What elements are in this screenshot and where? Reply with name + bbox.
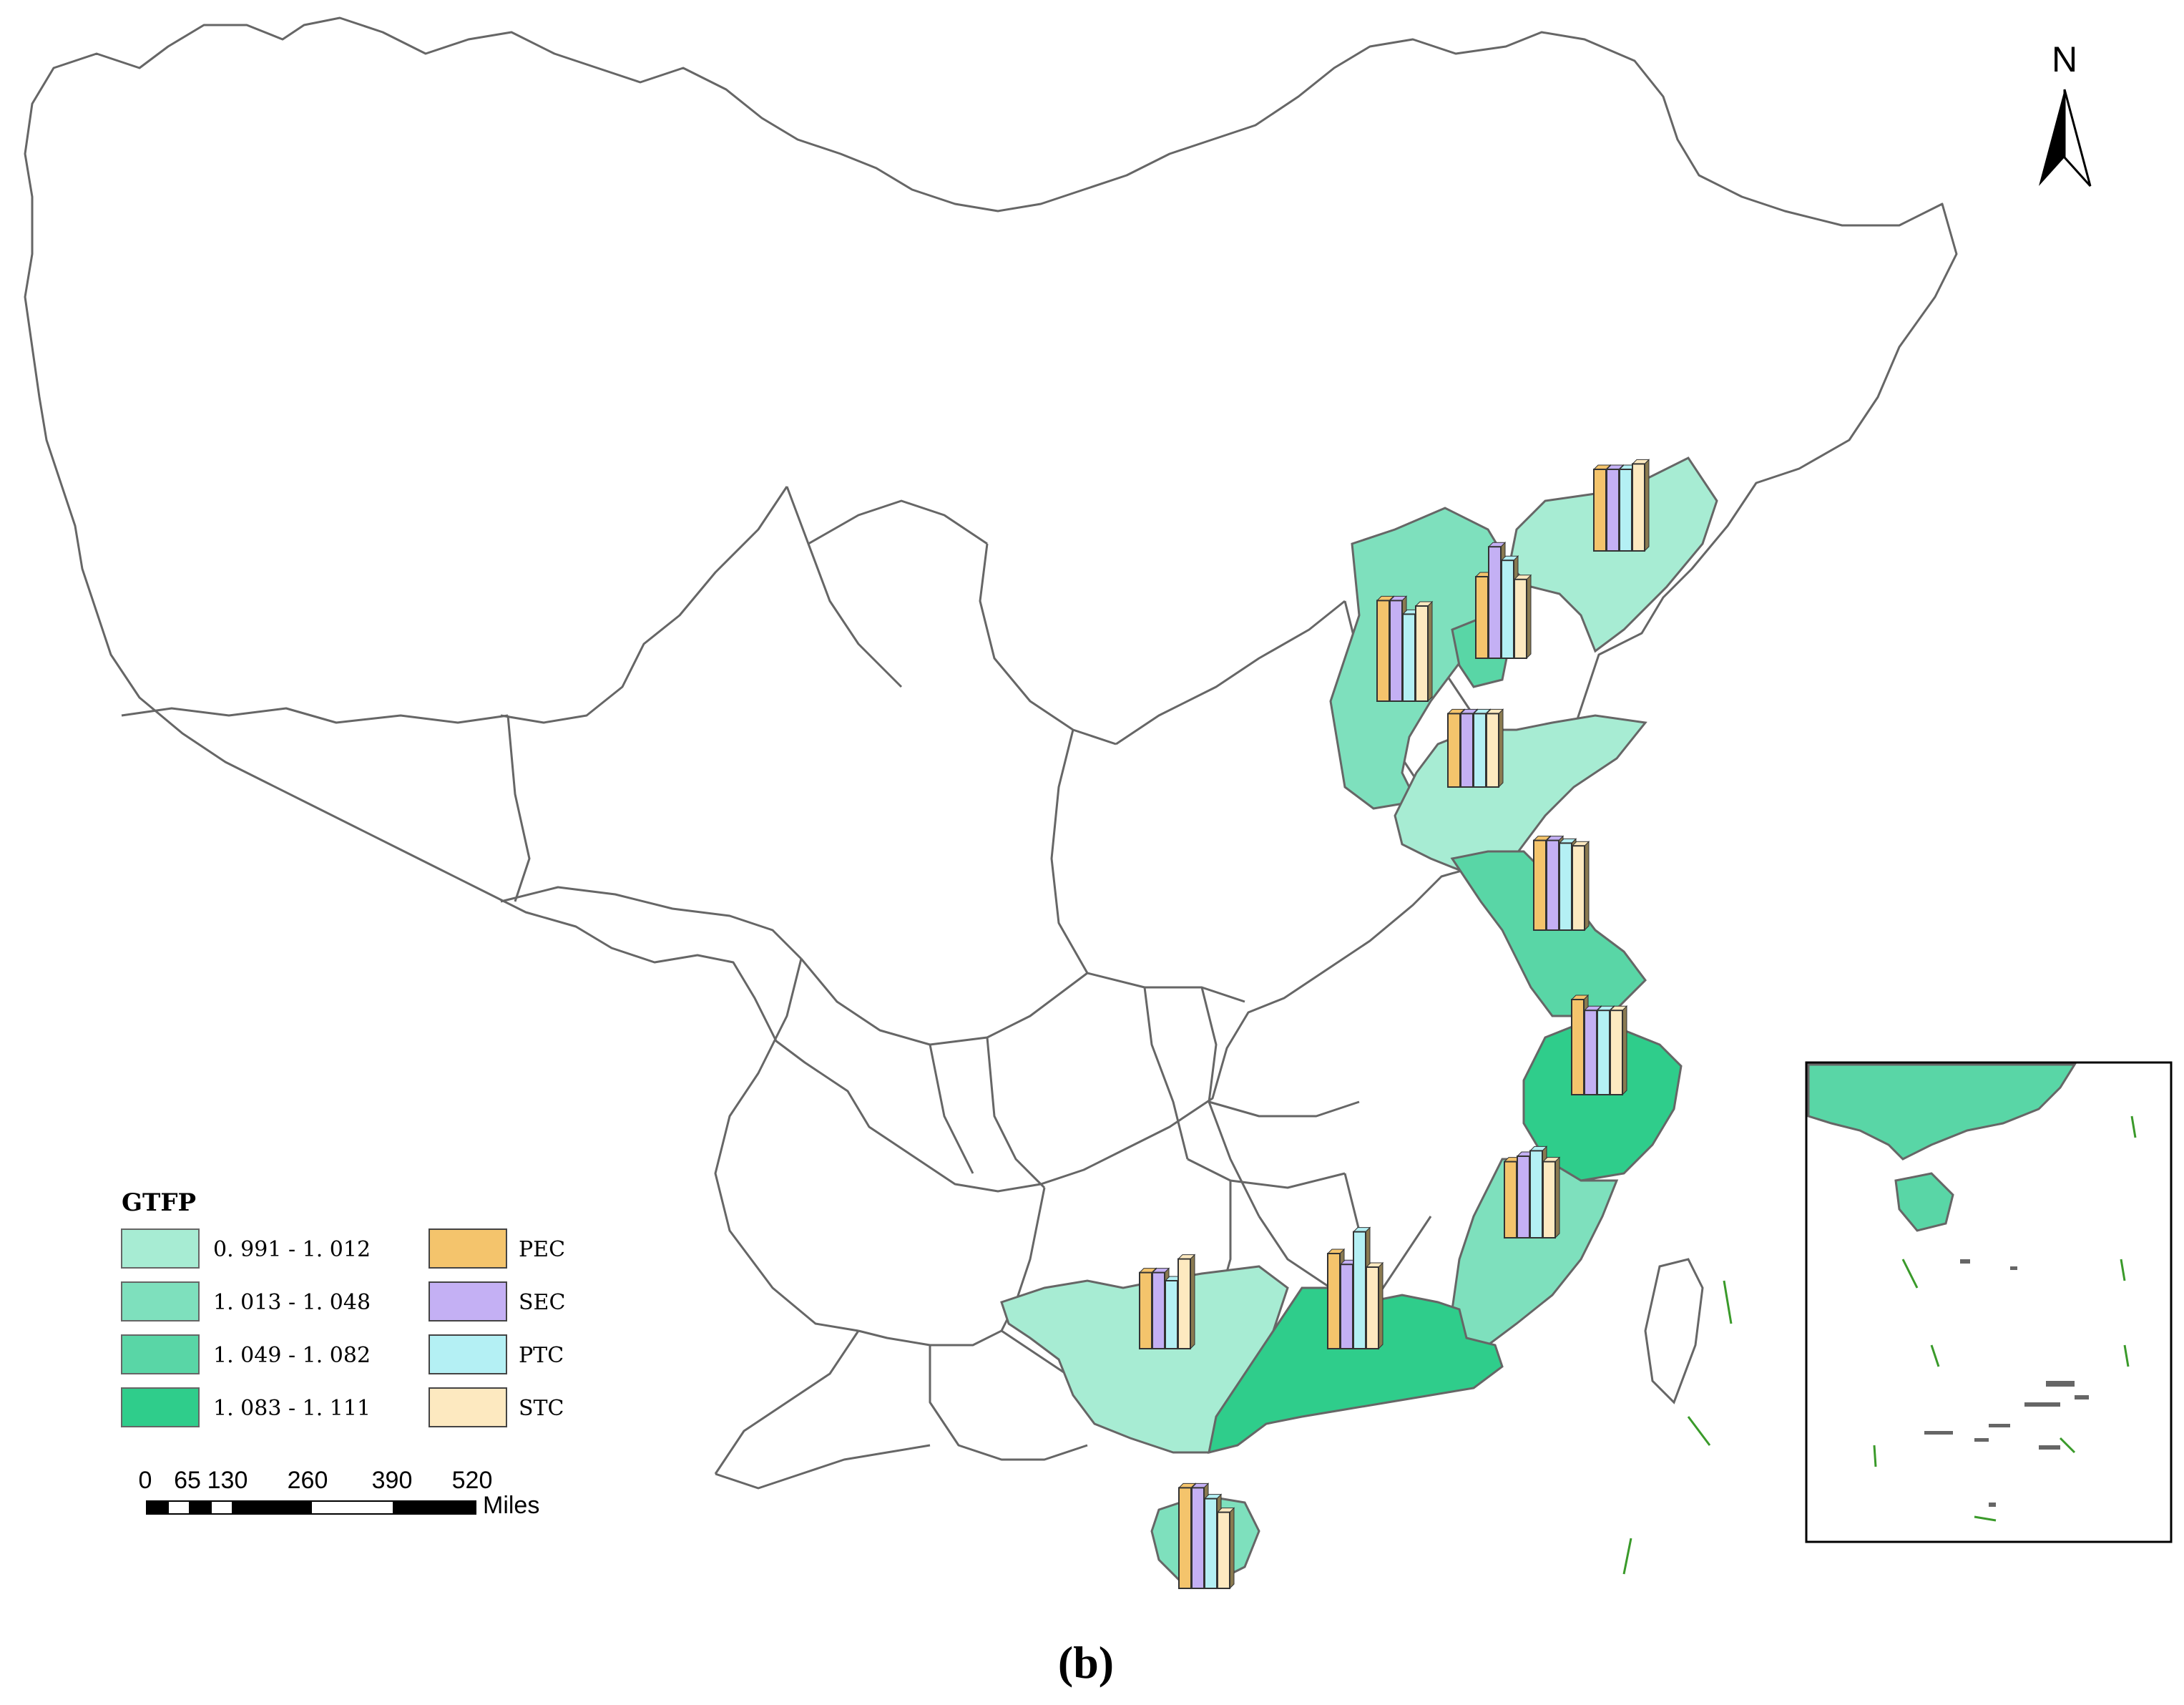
scale-unit: Miles <box>483 1492 539 1519</box>
north-label: N <box>2052 39 2077 79</box>
scale-tick-labels: 0 65 130 260 390 520 <box>139 1467 493 1494</box>
legend-class-swatch <box>121 1228 200 1269</box>
figure-caption: (b) <box>1058 1637 1114 1688</box>
bar-chart-jiangsu <box>1532 835 1590 932</box>
scale-tick-label: 520 <box>452 1467 493 1494</box>
legend-class-swatch <box>121 1334 200 1374</box>
bar-chart-guangxi <box>1138 1254 1196 1350</box>
country-outline <box>24 16 1958 1193</box>
bar-tianjin-stc <box>1514 578 1527 659</box>
inset-hainan <box>1894 1172 1954 1232</box>
legend-bar-label-ptc: PTC <box>519 1343 564 1368</box>
bar-fujian-pec <box>1504 1161 1517 1239</box>
bar-jiangsu-pec <box>1533 839 1547 931</box>
province-guangxi <box>1000 1265 1289 1454</box>
province-bar-charts <box>1138 459 1650 1590</box>
legend-class-swatch <box>121 1281 200 1322</box>
bar-zhejiang-pec <box>1571 999 1585 1095</box>
scale-tick-label: 130 <box>207 1467 248 1494</box>
legend-class-label: 1. 083 - 1. 111 <box>213 1396 371 1421</box>
bar-hainan-pec <box>1178 1487 1192 1589</box>
legend-bar-label-sec: SEC <box>519 1290 565 1315</box>
inset-guangdong <box>1807 1063 2077 1161</box>
scale-bar: 0 65 130 260 390 520 Miles <box>139 1467 540 1519</box>
scale-tick-label: 260 <box>288 1467 328 1494</box>
bar-liaoning-ptc <box>1619 469 1632 552</box>
legend-bar-swatch-stc <box>429 1387 507 1427</box>
bar-zhejiang-stc <box>1610 1010 1623 1095</box>
bar-guangxi-pec <box>1139 1271 1152 1349</box>
bar-guangxi-stc <box>1177 1258 1191 1349</box>
legend-bar-swatch-sec <box>429 1281 507 1322</box>
bar-jiangsu-sec <box>1546 839 1559 931</box>
taiwan-outline <box>1644 1258 1704 1404</box>
north-arrow: N <box>2039 39 2092 187</box>
bar-hebei-sec <box>1389 600 1403 703</box>
bar-liaoning-pec <box>1593 469 1607 552</box>
legend-bar-label-pec: PEC <box>519 1237 565 1262</box>
bar-zhejiang-ptc <box>1597 1010 1610 1095</box>
bar-chart-tianjin <box>1474 541 1532 660</box>
scale-bar-segments <box>146 1500 476 1515</box>
south-sea-dash-lines <box>1622 1280 1733 1575</box>
bar-chart-hainan <box>1177 1482 1235 1590</box>
bar-tianjin-ptc <box>1501 560 1514 660</box>
bar-chart-zhejiang <box>1570 994 1628 1096</box>
bar-guangxi-ptc <box>1165 1280 1178 1349</box>
inset-dash-lines <box>1873 1115 2137 1522</box>
bar-hainan-sec <box>1191 1487 1205 1589</box>
bar-shandong-ptc <box>1473 713 1487 788</box>
scale-tick-label: 65 <box>174 1467 201 1494</box>
bar-hainan-stc <box>1217 1511 1230 1590</box>
bar-fujian-sec <box>1517 1156 1530 1239</box>
bar-shandong-stc <box>1486 713 1499 788</box>
legend-class-label: 1. 049 - 1. 082 <box>213 1343 371 1368</box>
bar-fujian-ptc <box>1529 1150 1543 1239</box>
bar-liaoning-sec <box>1606 469 1620 552</box>
legend-bar-swatch-ptc <box>429 1334 507 1374</box>
bar-liaoning-stc <box>1632 463 1645 552</box>
legend-bar-label-stc: STC <box>519 1396 564 1421</box>
bar-guangxi-sec <box>1152 1271 1165 1349</box>
bar-tianjin-sec <box>1488 546 1502 660</box>
bar-chart-guangdong <box>1326 1226 1384 1350</box>
bar-guangdong-pec <box>1327 1253 1341 1349</box>
legend: GTFP 0. 991 - 1. 012 1. 013 - 1. 048 1. 04… <box>121 1188 565 1427</box>
bar-shandong-pec <box>1447 713 1461 788</box>
bar-chart-liaoning <box>1592 459 1650 552</box>
bar-chart-shandong <box>1446 708 1504 788</box>
bar-hebei-ptc <box>1402 613 1416 703</box>
north-arrow-icon <box>2039 89 2065 186</box>
inset-islands <box>1924 1259 2089 1507</box>
bar-guangdong-sec <box>1340 1264 1353 1349</box>
inset-map <box>1805 1061 2173 1543</box>
bar-chart-fujian <box>1503 1145 1561 1239</box>
bar-jiangsu-ptc <box>1559 842 1572 932</box>
legend-class-label: 0. 991 - 1. 012 <box>213 1237 371 1262</box>
bar-hainan-ptc <box>1204 1498 1218 1590</box>
legend-title: GTFP <box>122 1188 196 1217</box>
legend-bar-keys: PEC SEC PTC STC <box>429 1228 565 1427</box>
bar-hebei-stc <box>1415 605 1429 702</box>
legend-bar-swatch-pec <box>429 1228 507 1269</box>
bar-tianjin-pec <box>1475 576 1489 659</box>
province-shandong <box>1394 714 1647 874</box>
legend-class-label: 1. 013 - 1. 048 <box>213 1290 371 1315</box>
bar-guangdong-stc <box>1366 1266 1379 1349</box>
scale-tick-label: 0 <box>139 1467 152 1494</box>
bar-zhejiang-sec <box>1584 1010 1597 1095</box>
legend-classes: 0. 991 - 1. 012 1. 013 - 1. 048 1. 049 - 1… <box>121 1228 371 1427</box>
province-fujian <box>1451 1158 1619 1347</box>
scale-tick-label: 390 <box>372 1467 413 1494</box>
bar-chart-hebei <box>1376 595 1434 703</box>
bar-fujian-stc <box>1542 1161 1556 1239</box>
legend-class-swatch <box>121 1387 200 1427</box>
bar-jiangsu-stc <box>1572 845 1585 931</box>
bar-shandong-sec <box>1460 713 1474 788</box>
bar-guangdong-ptc <box>1353 1231 1366 1349</box>
bar-hebei-pec <box>1376 600 1390 703</box>
